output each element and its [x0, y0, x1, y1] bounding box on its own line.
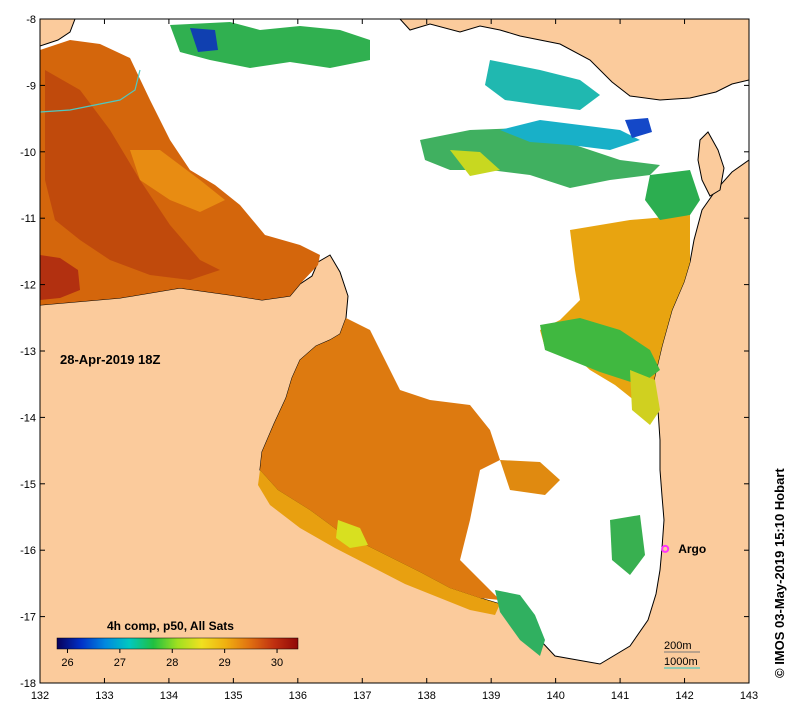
lon-tick-label: 132	[31, 690, 49, 702]
lon-tick-label: 136	[289, 690, 307, 702]
lat-tick-label: -17	[20, 612, 36, 624]
colorbar-tick-label: 29	[219, 657, 231, 669]
sst-gulf-east-strip	[500, 460, 560, 495]
lon-tick-label: 140	[546, 690, 564, 702]
land-new-guinea	[399, 19, 749, 101]
sst-east-yellow	[630, 370, 660, 425]
argo-float: Argo	[661, 542, 706, 556]
colorbar-title: 4h comp, p50, All Sats	[107, 619, 234, 633]
argo-label: Argo	[678, 542, 706, 556]
contour-1000m-label: 1000m	[664, 656, 698, 668]
sst-north-patch-3	[485, 60, 600, 110]
colorbar-tick-label: 28	[166, 657, 178, 669]
lat-tick-label: -11	[21, 213, 36, 225]
sst-gulf-cool-patch	[336, 520, 368, 548]
argo-marker-icon	[661, 544, 670, 553]
colorbar: 4h comp, p50, All Sats 26 27 28 29 30	[56, 619, 299, 669]
lat-tick-label: -18	[20, 678, 36, 690]
lat-tick-label: -13	[20, 346, 36, 358]
sst-gulf-south-coast	[258, 470, 500, 615]
sst-northeast-green	[645, 170, 700, 220]
sst-west-hot-patch	[40, 255, 80, 300]
lon-tick-label: 133	[95, 690, 113, 702]
lon-tick-label: 137	[353, 690, 371, 702]
contour-legend: 200m 1000m	[664, 640, 700, 669]
colorbar-gradient	[56, 637, 299, 650]
contour-1000m-line	[39, 69, 141, 113]
colorbar-tick-label: 30	[271, 657, 283, 669]
sst-east-green	[540, 318, 660, 385]
sst-gulf-west	[260, 318, 500, 600]
lon-tick-label: 141	[611, 690, 629, 702]
latitude-axis: -8 -9 -10 -11 -12 -13 -14 -15 -16 -17 -18	[20, 14, 749, 690]
longitude-axis: 132 133 134 135 136 137 138 139 140 141 142 143	[31, 19, 758, 702]
lon-tick-label: 138	[418, 690, 436, 702]
date-label: 28-Apr-2019 18Z	[60, 352, 160, 367]
sst-north-patch-2	[420, 128, 660, 188]
lon-tick-label: 135	[224, 690, 242, 702]
lat-tick-label: -14	[20, 412, 36, 424]
sst-west-hot-core	[45, 70, 220, 280]
sst-north-yellow	[450, 150, 500, 176]
credit-text: © IMOS 03-May-2019 15:10 Hobart	[772, 468, 787, 678]
lat-tick-label: -12	[20, 280, 36, 292]
sst-north-patch-1-cold	[190, 28, 218, 52]
lon-tick-label: 143	[740, 690, 758, 702]
sst-gulf-southeast	[495, 590, 545, 656]
sst-north-patch-2-blue	[625, 118, 652, 138]
lon-tick-label: 139	[482, 690, 500, 702]
lat-tick-label: -8	[26, 14, 36, 26]
sst-west-fringe	[130, 150, 225, 212]
lat-tick-label: -15	[20, 479, 36, 491]
land-cape-york-upper	[697, 131, 725, 197]
land-timor	[40, 19, 76, 47]
lat-tick-label: -9	[26, 80, 36, 92]
sst-north-patch-2-cyan	[500, 120, 640, 150]
colorbar-tick-label: 26	[61, 657, 73, 669]
lon-tick-label: 142	[675, 690, 693, 702]
colorbar-tick-label: 27	[114, 657, 126, 669]
lat-tick-label: -16	[20, 545, 36, 557]
sst-north-patch-1	[170, 22, 370, 68]
contour-200m-label: 200m	[664, 640, 692, 652]
lon-tick-label: 134	[160, 690, 178, 702]
lat-tick-label: -10	[20, 147, 36, 159]
sst-east-small-green	[610, 515, 645, 575]
